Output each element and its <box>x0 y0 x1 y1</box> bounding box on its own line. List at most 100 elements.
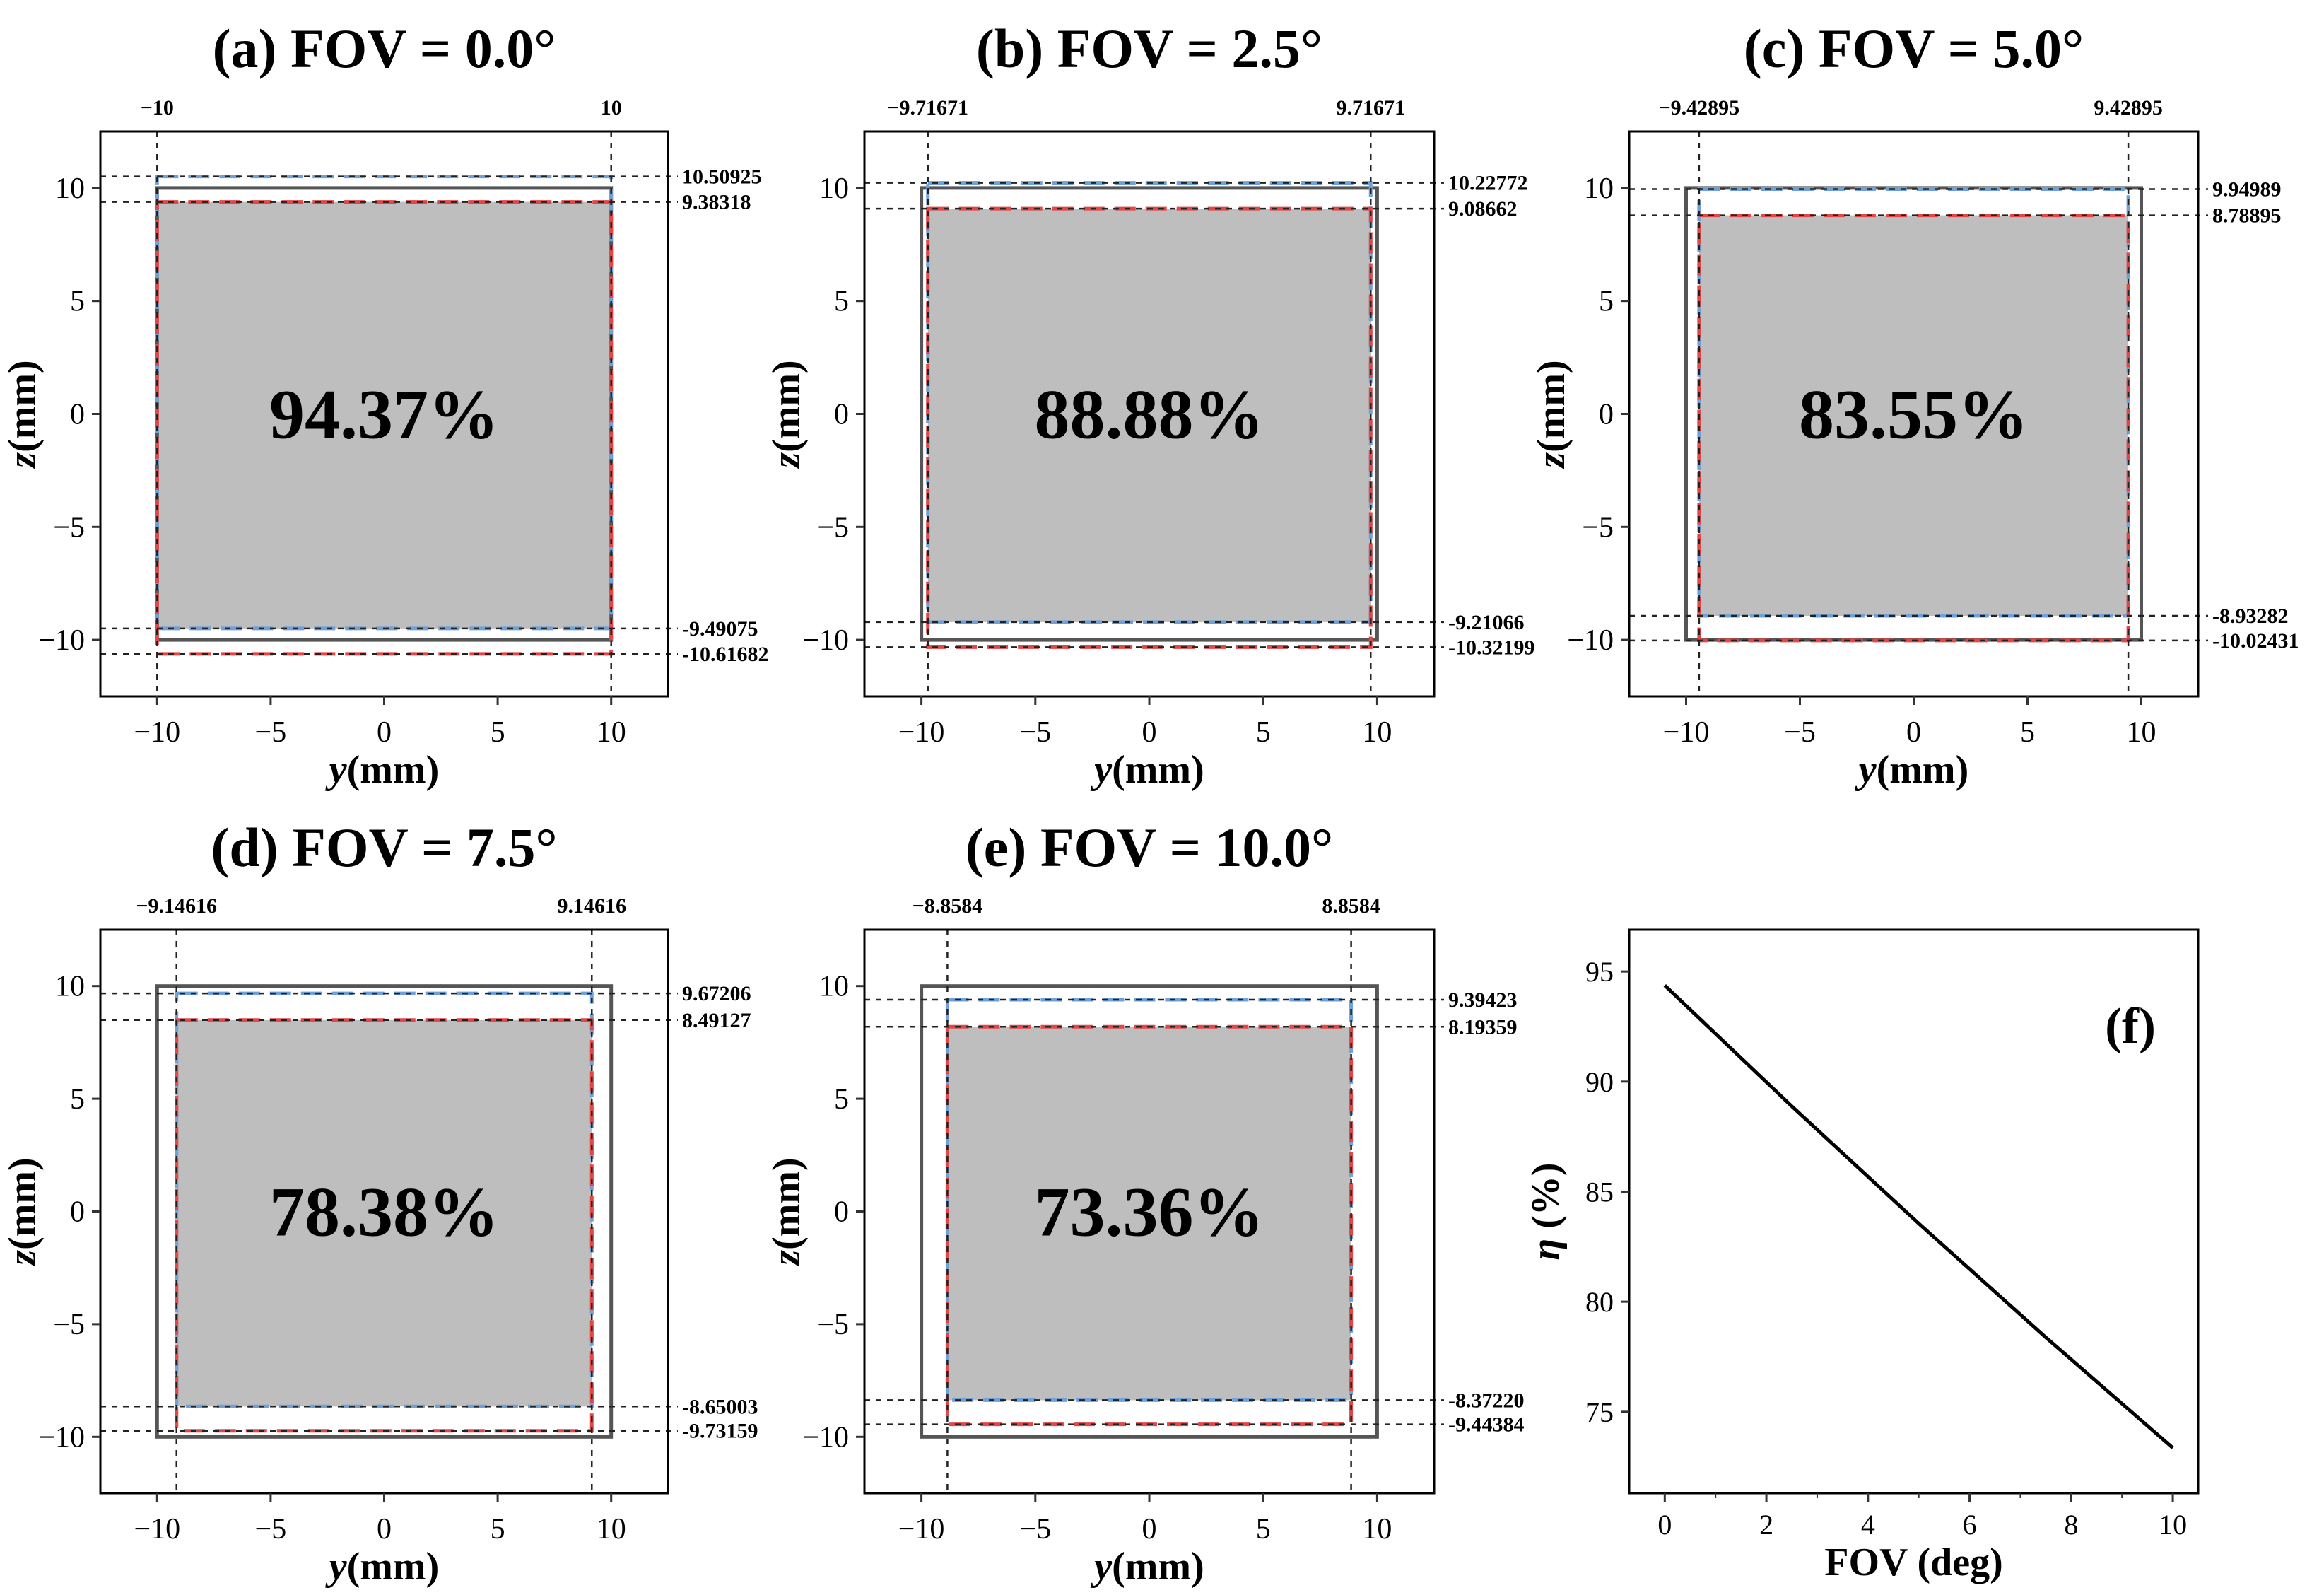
x-axis-label: y(mm) <box>1855 748 1968 792</box>
efficiency-label: 78.38% <box>269 1173 499 1251</box>
y-axis-label-var: z <box>1 1250 45 1267</box>
panel-title: (e) FOV = 10.0° <box>966 817 1333 878</box>
x-axis-label-unit: (mm) <box>347 1545 440 1589</box>
vertical-guide-label: −10 <box>141 96 174 119</box>
y-tick-label: 95 <box>1585 956 1614 988</box>
horizontal-guide-label: -10.61682 <box>682 643 769 666</box>
x-tick-label: 10 <box>597 1513 626 1546</box>
x-tick-label: 5 <box>491 1513 505 1546</box>
y-axis-label-var: z <box>1530 452 1573 469</box>
panel-e: (e) FOV = 10.0° −8.8584 8.8584 9.39423 8.193… <box>765 817 1525 1589</box>
x-tick-label: −5 <box>1019 716 1051 749</box>
y-tick-label: −10 <box>38 1421 85 1454</box>
horizontal-guide-label: 9.38318 <box>682 191 751 214</box>
y-tick-label: 75 <box>1585 1396 1614 1428</box>
vertical-guide-label: 8.8584 <box>1322 894 1380 918</box>
x-tick-label: 5 <box>2020 716 2035 749</box>
panel-c: (c) FOV = 5.0°−9.42895 9.42895 9.94989 8.78… <box>1530 18 2299 792</box>
y-tick-label: 10 <box>819 173 849 205</box>
y-tick-label: 90 <box>1585 1066 1614 1098</box>
overlap-fill <box>176 1019 592 1407</box>
x-axis-label: FOV (deg) <box>1824 1541 2003 1584</box>
x-tick-label: −10 <box>1663 716 1710 749</box>
horizontal-guide-label: -10.32199 <box>1448 636 1535 659</box>
aperture-square <box>155 984 614 1439</box>
horizontal-guide-label: 10.22772 <box>1448 172 1528 195</box>
x-axis-label-unit: (mm) <box>1112 748 1204 792</box>
panel-title: (b) FOV = 2.5° <box>976 18 1322 79</box>
y-tick-label: 0 <box>1599 399 1614 431</box>
axes-frame <box>1628 928 2200 1495</box>
horizontal-guide-label: -8.65003 <box>682 1395 758 1418</box>
y-tick-label: −5 <box>817 511 849 544</box>
horizontal-guide-label: 8.49127 <box>682 1009 751 1032</box>
efficiency-label: 94.37% <box>269 375 499 454</box>
x-axis-label-var: y <box>1090 1545 1113 1589</box>
x-tick-label: 6 <box>1963 1509 1977 1541</box>
y-axis-label-var: z <box>765 452 809 469</box>
x-tick-label: 5 <box>1256 716 1271 749</box>
x-axis-label: y(mm) <box>1090 748 1204 792</box>
x-axis-label: y(mm) <box>325 1545 439 1589</box>
x-axis-label-var: y <box>325 1545 348 1589</box>
y-tick-label: 0 <box>834 1196 849 1229</box>
x-tick-label: −10 <box>134 716 180 749</box>
panel-title: (f) <box>2105 998 2156 1054</box>
y-axis-label-var: z <box>765 1250 809 1267</box>
horizontal-guide-label: -9.49075 <box>682 617 758 641</box>
efficiency-label: 88.88% <box>1035 375 1264 454</box>
plot-area <box>920 984 1379 1439</box>
y-axis-label-var: z <box>1 452 45 469</box>
panel-f: (f) 0 2 4 6 8 10 75 80 85 90 95 FOV (deg) η (%) <box>1524 928 2200 1584</box>
vertical-guide-label: 9.42895 <box>2094 96 2163 119</box>
x-tick-label: −5 <box>1019 1513 1051 1546</box>
x-tick-label: 10 <box>2159 1509 2187 1541</box>
y-tick-label: 10 <box>819 971 849 1003</box>
x-tick-label: 0 <box>1142 1513 1157 1546</box>
panel-b: (b) FOV = 2.5° −9.71671 9.71671 10.227729.0… <box>765 18 1535 792</box>
horizontal-guide-label: 9.39423 <box>1448 988 1518 1012</box>
y-tick-label: −10 <box>1567 624 1614 657</box>
x-tick-label: 2 <box>1759 1509 1773 1541</box>
x-axis-label-unit: (mm) <box>1877 748 1969 792</box>
y-tick-label: 5 <box>70 1083 85 1116</box>
horizontal-guide-label: 9.94989 <box>2212 178 2282 201</box>
y-axis-label-unit: (mm) <box>765 360 809 452</box>
y-tick-label: −10 <box>802 624 849 657</box>
overlap-fill <box>947 1027 1351 1401</box>
y-tick-label: −10 <box>38 624 85 657</box>
x-tick-label: −10 <box>898 716 945 749</box>
y-tick-label: 5 <box>1599 286 1614 318</box>
x-axis-label-unit: (mm) <box>347 748 440 792</box>
y-axis-label: z(mm) <box>765 360 809 469</box>
x-tick-label: 10 <box>1362 716 1392 749</box>
vertical-guide-label: −9.14616 <box>136 894 217 918</box>
y-tick-label: −5 <box>1582 511 1614 544</box>
y-tick-label: 80 <box>1585 1286 1614 1318</box>
plot-area <box>1684 186 2143 643</box>
y-axis-label-unit: (mm) <box>1530 360 1573 452</box>
panel-title: (a) FOV = 0.0° <box>213 18 556 79</box>
overlap-fill <box>1698 215 2129 616</box>
x-axis-label-var: y <box>325 748 348 792</box>
efficiency-label: 73.36% <box>1035 1173 1264 1251</box>
y-axis-label-unit: (mm) <box>1 360 45 452</box>
aperture-square <box>920 186 1379 642</box>
y-tick-label: −5 <box>53 1309 85 1341</box>
y-axis-label-unit: (mm) <box>765 1157 809 1250</box>
x-tick-label: 0 <box>377 1513 392 1546</box>
x-axis-label-var: y <box>1855 748 1877 792</box>
overlap-fill <box>927 209 1371 622</box>
horizontal-guide-label: -9.21066 <box>1448 611 1525 634</box>
horizontal-guide-label: 8.78895 <box>2212 204 2282 228</box>
horizontal-guide-label: -9.44384 <box>1448 1413 1525 1437</box>
x-tick-label: −10 <box>134 1513 180 1546</box>
y-axis-label-var: η <box>1524 1229 1568 1261</box>
y-tick-label: −5 <box>53 511 85 544</box>
y-axis-label: z(mm) <box>1 360 45 469</box>
vertical-guide-label: 9.14616 <box>558 894 627 918</box>
aperture-square <box>920 984 1379 1439</box>
horizontal-guide-label: 8.19359 <box>1448 1015 1518 1039</box>
overlap-fill <box>157 201 611 629</box>
